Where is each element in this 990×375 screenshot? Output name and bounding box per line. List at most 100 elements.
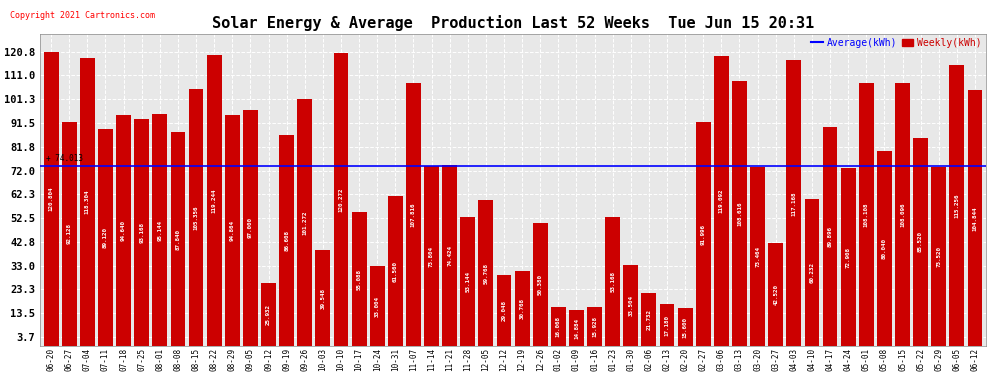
Bar	[370, 266, 385, 346]
Text: 89.896: 89.896	[828, 226, 833, 247]
Text: 120.804: 120.804	[49, 187, 53, 211]
Bar	[823, 127, 838, 346]
Text: 92.128: 92.128	[66, 224, 71, 245]
Bar	[261, 283, 276, 346]
Text: 94.864: 94.864	[230, 220, 235, 241]
Bar	[805, 200, 820, 346]
Text: 55.088: 55.088	[356, 268, 361, 290]
Bar	[351, 212, 366, 346]
Bar	[297, 99, 312, 346]
Bar	[443, 165, 457, 346]
Text: 60.232: 60.232	[810, 262, 815, 284]
Bar	[279, 135, 294, 346]
Text: 72.908: 72.908	[845, 247, 850, 268]
Bar	[786, 60, 801, 346]
Text: 118.304: 118.304	[85, 190, 90, 214]
Text: 91.996: 91.996	[701, 224, 706, 245]
Bar	[316, 250, 331, 346]
Text: 119.092: 119.092	[719, 189, 724, 213]
Bar	[460, 217, 475, 346]
Text: Copyright 2021 Cartronics.com: Copyright 2021 Cartronics.com	[10, 11, 154, 20]
Text: 61.560: 61.560	[393, 261, 398, 282]
Bar	[678, 308, 693, 347]
Bar	[768, 243, 783, 346]
Text: 33.004: 33.004	[374, 296, 380, 316]
Text: 93.168: 93.168	[140, 222, 145, 243]
Bar	[932, 167, 946, 346]
Text: 95.144: 95.144	[157, 220, 162, 241]
Bar	[949, 65, 964, 346]
Bar	[135, 119, 149, 346]
Bar	[406, 83, 421, 346]
Bar	[714, 56, 729, 346]
Text: 85.520: 85.520	[918, 231, 923, 252]
Text: 80.040: 80.040	[882, 238, 887, 259]
Bar	[243, 110, 257, 347]
Bar	[895, 82, 910, 346]
Bar	[967, 90, 982, 346]
Bar	[80, 58, 95, 346]
Text: 120.272: 120.272	[339, 188, 344, 212]
Text: 73.520: 73.520	[937, 246, 941, 267]
Bar	[841, 168, 855, 346]
Bar	[533, 224, 547, 346]
Bar	[732, 81, 746, 346]
Text: 30.768: 30.768	[520, 298, 525, 319]
Bar	[44, 51, 58, 346]
Text: 108.096: 108.096	[900, 202, 905, 226]
Text: 14.884: 14.884	[574, 318, 579, 339]
Bar	[61, 122, 76, 346]
Bar	[659, 304, 674, 346]
Title: Solar Energy & Average  Production Last 52 Weeks  Tue Jun 15 20:31: Solar Energy & Average Production Last 5…	[212, 15, 814, 32]
Bar	[424, 166, 439, 346]
Bar	[605, 217, 620, 346]
Bar	[642, 293, 656, 346]
Text: 94.640: 94.640	[121, 220, 126, 242]
Text: 29.048: 29.048	[502, 300, 507, 321]
Bar	[550, 307, 565, 347]
Text: 42.520: 42.520	[773, 284, 778, 305]
Text: 105.356: 105.356	[194, 206, 199, 230]
Text: 53.168: 53.168	[610, 271, 615, 292]
Text: 107.816: 107.816	[411, 202, 416, 227]
Bar	[497, 275, 512, 346]
Bar	[116, 116, 131, 346]
Text: 86.608: 86.608	[284, 230, 289, 251]
Bar	[913, 138, 928, 346]
Text: 108.108: 108.108	[864, 202, 869, 226]
Text: 39.548: 39.548	[321, 288, 326, 309]
Legend: Average(kWh), Weekly(kWh): Average(kWh), Weekly(kWh)	[807, 34, 986, 52]
Bar	[388, 196, 403, 346]
Text: 15.928: 15.928	[592, 316, 597, 338]
Text: 73.804: 73.804	[429, 246, 434, 267]
Text: 33.504: 33.504	[629, 295, 634, 316]
Text: 16.068: 16.068	[555, 316, 561, 337]
Bar	[225, 115, 240, 346]
Bar	[750, 167, 765, 346]
Bar	[478, 201, 493, 346]
Bar	[877, 151, 892, 346]
Text: 53.144: 53.144	[465, 271, 470, 292]
Bar	[207, 56, 222, 346]
Text: 117.168: 117.168	[791, 191, 796, 216]
Bar	[170, 132, 185, 346]
Bar	[624, 265, 639, 346]
Bar	[696, 122, 711, 346]
Text: 50.380: 50.380	[538, 274, 543, 296]
Text: 89.120: 89.120	[103, 227, 108, 248]
Text: 119.244: 119.244	[212, 189, 217, 213]
Text: 101.272: 101.272	[302, 210, 307, 235]
Bar	[189, 89, 204, 346]
Text: 21.732: 21.732	[646, 309, 651, 330]
Text: 59.768: 59.768	[483, 263, 488, 284]
Text: 97.000: 97.000	[248, 217, 252, 238]
Bar	[859, 82, 874, 346]
Bar	[569, 310, 584, 347]
Text: 104.844: 104.844	[972, 206, 977, 231]
Bar	[334, 53, 348, 346]
Text: 25.932: 25.932	[266, 304, 271, 325]
Bar	[587, 308, 602, 347]
Text: 15.600: 15.600	[683, 317, 688, 338]
Text: 115.256: 115.256	[954, 194, 959, 218]
Text: 17.180: 17.180	[664, 315, 669, 336]
